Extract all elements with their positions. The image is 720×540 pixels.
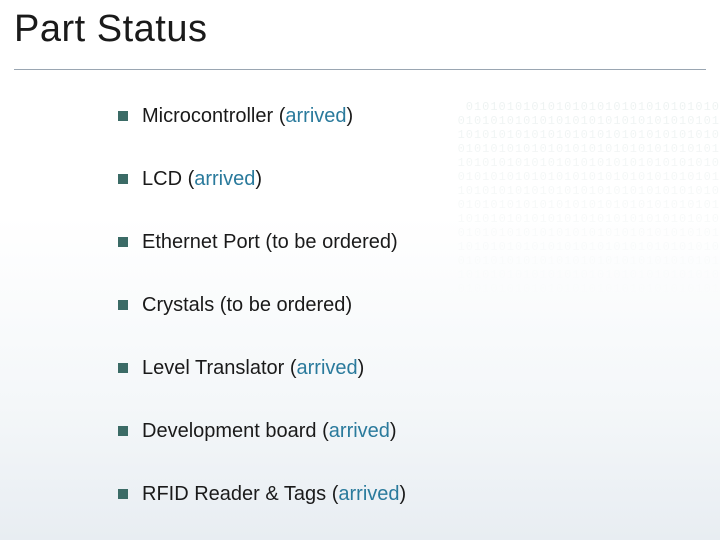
item-text: LCD (arrived) [142, 167, 262, 191]
square-bullet-icon [118, 237, 128, 247]
item-status: arrived [285, 105, 346, 127]
item-name: Microcontroller [142, 105, 273, 127]
list-item: Development board (arrived) [118, 419, 680, 443]
list-item: LCD (arrived) [118, 167, 680, 191]
item-text: Crystals (to be ordered) [142, 293, 352, 317]
title-region: Part Status [14, 8, 706, 88]
item-name: Level Translator [142, 357, 284, 379]
list-item: Ethernet Port (to be ordered) [118, 230, 680, 254]
item-name: Development board [142, 420, 317, 442]
title-underline [14, 69, 706, 70]
item-text: Ethernet Port (to be ordered) [142, 230, 398, 254]
square-bullet-icon [118, 363, 128, 373]
item-status: to be ordered [226, 294, 345, 316]
item-name: LCD [142, 168, 182, 190]
item-text: Development board (arrived) [142, 419, 397, 443]
item-text: Level Translator (arrived) [142, 356, 364, 380]
square-bullet-icon [118, 489, 128, 499]
square-bullet-icon [118, 426, 128, 436]
slide: 0101010101010101010101010101010 01010101… [0, 0, 720, 540]
square-bullet-icon [118, 174, 128, 184]
item-status: arrived [338, 483, 399, 505]
item-name: Crystals [142, 294, 214, 316]
square-bullet-icon [118, 111, 128, 121]
item-list: Microcontroller (arrived) LCD (arrived) Et… [118, 104, 680, 540]
item-status: arrived [194, 168, 255, 190]
item-status: arrived [297, 357, 358, 379]
item-name: Ethernet Port [142, 231, 260, 253]
list-item: Level Translator (arrived) [118, 356, 680, 380]
item-name: RFID Reader & Tags [142, 483, 326, 505]
item-status: arrived [329, 420, 390, 442]
square-bullet-icon [118, 300, 128, 310]
list-item: Crystals (to be ordered) [118, 293, 680, 317]
item-text: Microcontroller (arrived) [142, 104, 353, 128]
slide-title: Part Status [14, 8, 706, 51]
list-item: Microcontroller (arrived) [118, 104, 680, 128]
list-item: RFID Reader & Tags (arrived) [118, 482, 680, 506]
item-status: to be ordered [272, 231, 391, 253]
item-text: RFID Reader & Tags (arrived) [142, 482, 406, 506]
